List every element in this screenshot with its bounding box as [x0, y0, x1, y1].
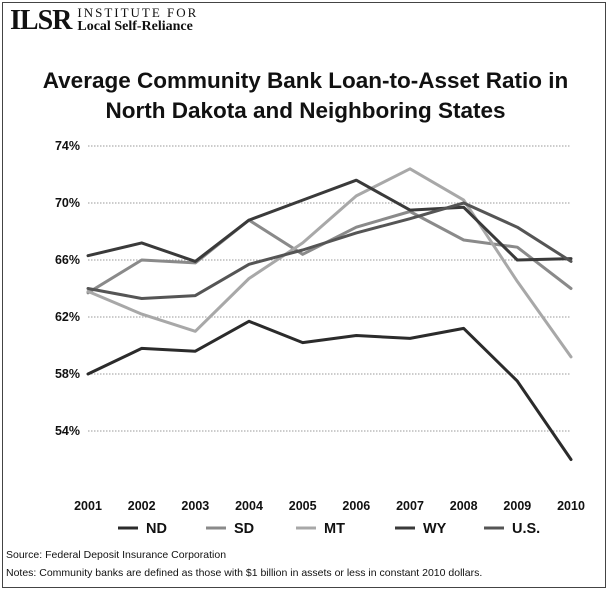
- logo-line-1: INSTITUTE FOR: [77, 5, 199, 20]
- logo-mark: ILSR: [10, 5, 72, 36]
- y-tick-label: 66%: [55, 253, 80, 267]
- y-tick-label: 62%: [55, 310, 80, 324]
- x-tick-label: 2002: [128, 499, 156, 513]
- legend-label: MT: [324, 521, 345, 537]
- legend-label: WY: [423, 521, 447, 537]
- chart-title-line-2: North Dakota and Neighboring States: [105, 98, 506, 123]
- ilsr-logo: ILSR INSTITUTE FOR Local Self-Reliance: [10, 6, 198, 36]
- series-line-mt: [86, 167, 573, 359]
- y-tick-label: 54%: [55, 424, 80, 438]
- x-tick-label: 2001: [74, 499, 102, 513]
- chart-title-line-1: Average Community Bank Loan-to-Asset Rat…: [42, 68, 569, 93]
- legend-label: SD: [234, 521, 254, 537]
- series-line-wy: [86, 178, 573, 263]
- x-tick-label: 2006: [342, 499, 370, 513]
- source-note: Source: Federal Deposit Insurance Corpor…: [6, 549, 227, 561]
- x-tick-label: 2009: [503, 499, 531, 513]
- legend-label: ND: [146, 521, 167, 537]
- series-line-us: [86, 201, 573, 300]
- x-tick-label: 2003: [181, 499, 209, 513]
- x-tick-label: 2008: [450, 499, 478, 513]
- y-tick-label: 74%: [55, 139, 80, 153]
- y-tick-label: 70%: [55, 196, 80, 210]
- chart-title: Average Community Bank Loan-to-Asset Rat…: [0, 66, 611, 126]
- x-tick-label: 2007: [396, 499, 424, 513]
- x-tick-label: 2004: [235, 499, 263, 513]
- footnote: Notes: Community banks are defined as th…: [6, 567, 483, 579]
- x-tick-label: 2005: [289, 499, 317, 513]
- y-tick-label: 58%: [55, 367, 80, 381]
- logo-text: INSTITUTE FOR Local Self-Reliance: [77, 6, 198, 34]
- legend-label: U.S.: [512, 521, 540, 537]
- x-tick-label: 2010: [557, 499, 585, 513]
- series-line-nd: [86, 319, 573, 461]
- chart-frame: [2, 2, 606, 588]
- logo-line-2: Local Self-Reliance: [77, 19, 193, 34]
